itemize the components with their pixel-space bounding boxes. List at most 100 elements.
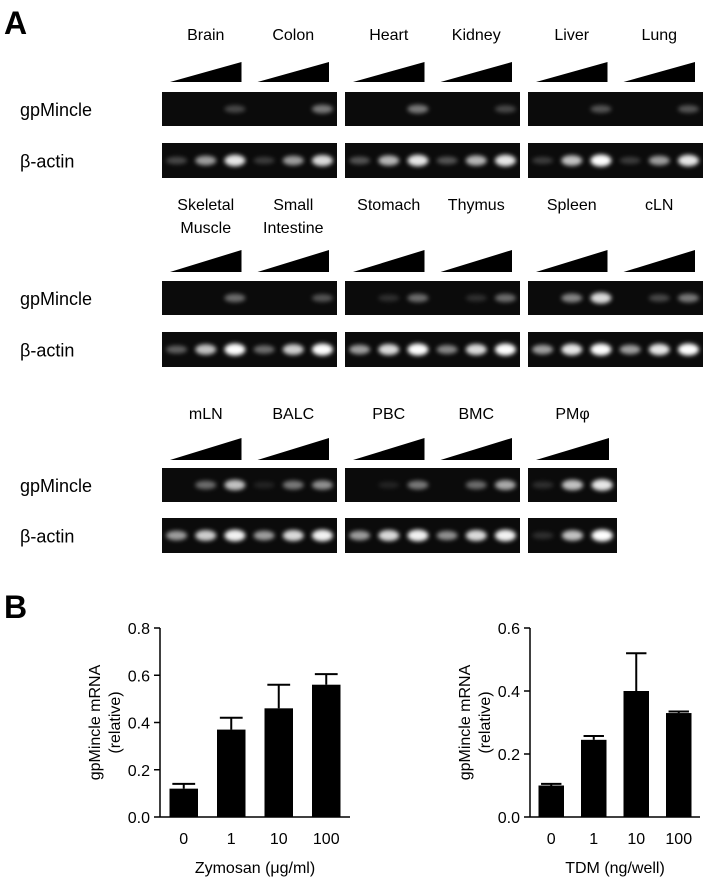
row-label: β-actin [20,152,74,172]
gel [528,281,703,315]
gel-band [677,154,699,167]
gel-band [677,293,699,303]
gel-band [349,344,371,355]
gel-band [591,479,613,491]
dose-triangle [353,438,425,460]
x-tick-label: 10 [627,831,645,848]
gel-band [436,530,458,541]
gel-band [407,343,429,356]
gel-band [349,156,371,165]
tissue-label: PBC [372,406,405,423]
gel-band [253,156,275,165]
gel-band [378,343,400,356]
bar [666,713,692,817]
gel-band [532,481,554,489]
panel-label: B [4,589,27,625]
gel-band [195,480,217,490]
gel-band [407,293,429,303]
gel [528,332,703,367]
y-tick-label: 0.4 [128,716,150,733]
gel-band [224,293,246,303]
gel-band [282,344,304,355]
tissue-label: Colon [272,27,314,44]
y-tick-label: 0.6 [498,621,520,638]
dose-triangle [257,438,329,460]
gel-band [166,530,188,541]
gel-band [561,155,583,166]
y-tick-label: 0.4 [498,684,520,701]
gel [162,468,337,502]
gel-band [282,529,304,542]
y-axis-label: gpMincle mRNA [457,664,474,780]
y-tick-label: 0.0 [498,810,520,827]
dose-triangle [353,250,425,272]
gel-band [224,105,246,113]
gel-band [407,480,429,490]
gel-band [561,293,583,303]
gel-band [590,343,612,356]
y-tick-label: 0.2 [498,747,520,764]
dose-triangle [623,62,695,82]
gel [162,143,337,178]
gel-band [532,156,554,165]
gel-band [253,481,275,489]
gel-band [224,154,246,167]
x-axis-label: Zymosan (μg/ml) [195,860,315,877]
gel-band [619,344,641,355]
gel-band [224,343,246,356]
x-tick-label: 0 [179,831,188,848]
gel [528,92,703,126]
gel [345,281,520,315]
dose-triangle [623,250,695,272]
y-tick-label: 0.8 [128,621,150,638]
gel-band [195,530,217,541]
gel-band [648,294,670,302]
gel-band [311,343,333,356]
gel-band [407,104,429,114]
y-axis-label: gpMincle mRNA [87,664,104,780]
y-axis-label: (relative) [477,691,494,753]
dose-triangle [440,250,512,272]
tissue-label: Stomach [357,197,420,214]
gel-band [494,105,516,113]
gel-band [494,154,516,167]
tissue-label: Muscle [180,220,231,237]
gel-band [407,154,429,167]
gel-band [677,105,699,113]
gel-band [561,479,584,491]
gel-band [378,294,400,302]
gel-band [532,344,554,355]
tissue-label: Small [273,197,313,214]
gel [345,468,520,502]
gel-band [253,345,275,354]
gel-band [282,480,304,490]
x-tick-label: 100 [313,831,340,848]
gel-band [224,529,246,542]
dose-triangle [440,62,512,82]
row-label: β-actin [20,341,74,361]
gel-band [349,530,371,541]
tissue-label: Thymus [448,197,505,214]
gel-band [590,105,612,113]
tissue-label: mLN [189,406,223,423]
gel-band [436,156,458,165]
gel-band [648,155,670,166]
tissue-label: PMφ [555,406,589,423]
gel-band [166,345,188,354]
bar [623,691,649,817]
panel-label: A [4,5,27,41]
gel-band [590,154,612,167]
dose-triangle [170,438,242,460]
y-tick-label: 0.2 [128,763,150,780]
gel [162,518,337,553]
gel-band [224,479,246,491]
gel-band [253,530,275,541]
row-label: β-actin [20,527,74,547]
bar [581,739,607,817]
y-tick-label: 0.6 [128,668,150,685]
y-axis-label: (relative) [107,691,124,753]
gel-band [532,532,554,539]
tissue-label: Brain [187,27,224,44]
gel-band [311,104,333,114]
dose-triangle [170,62,242,82]
